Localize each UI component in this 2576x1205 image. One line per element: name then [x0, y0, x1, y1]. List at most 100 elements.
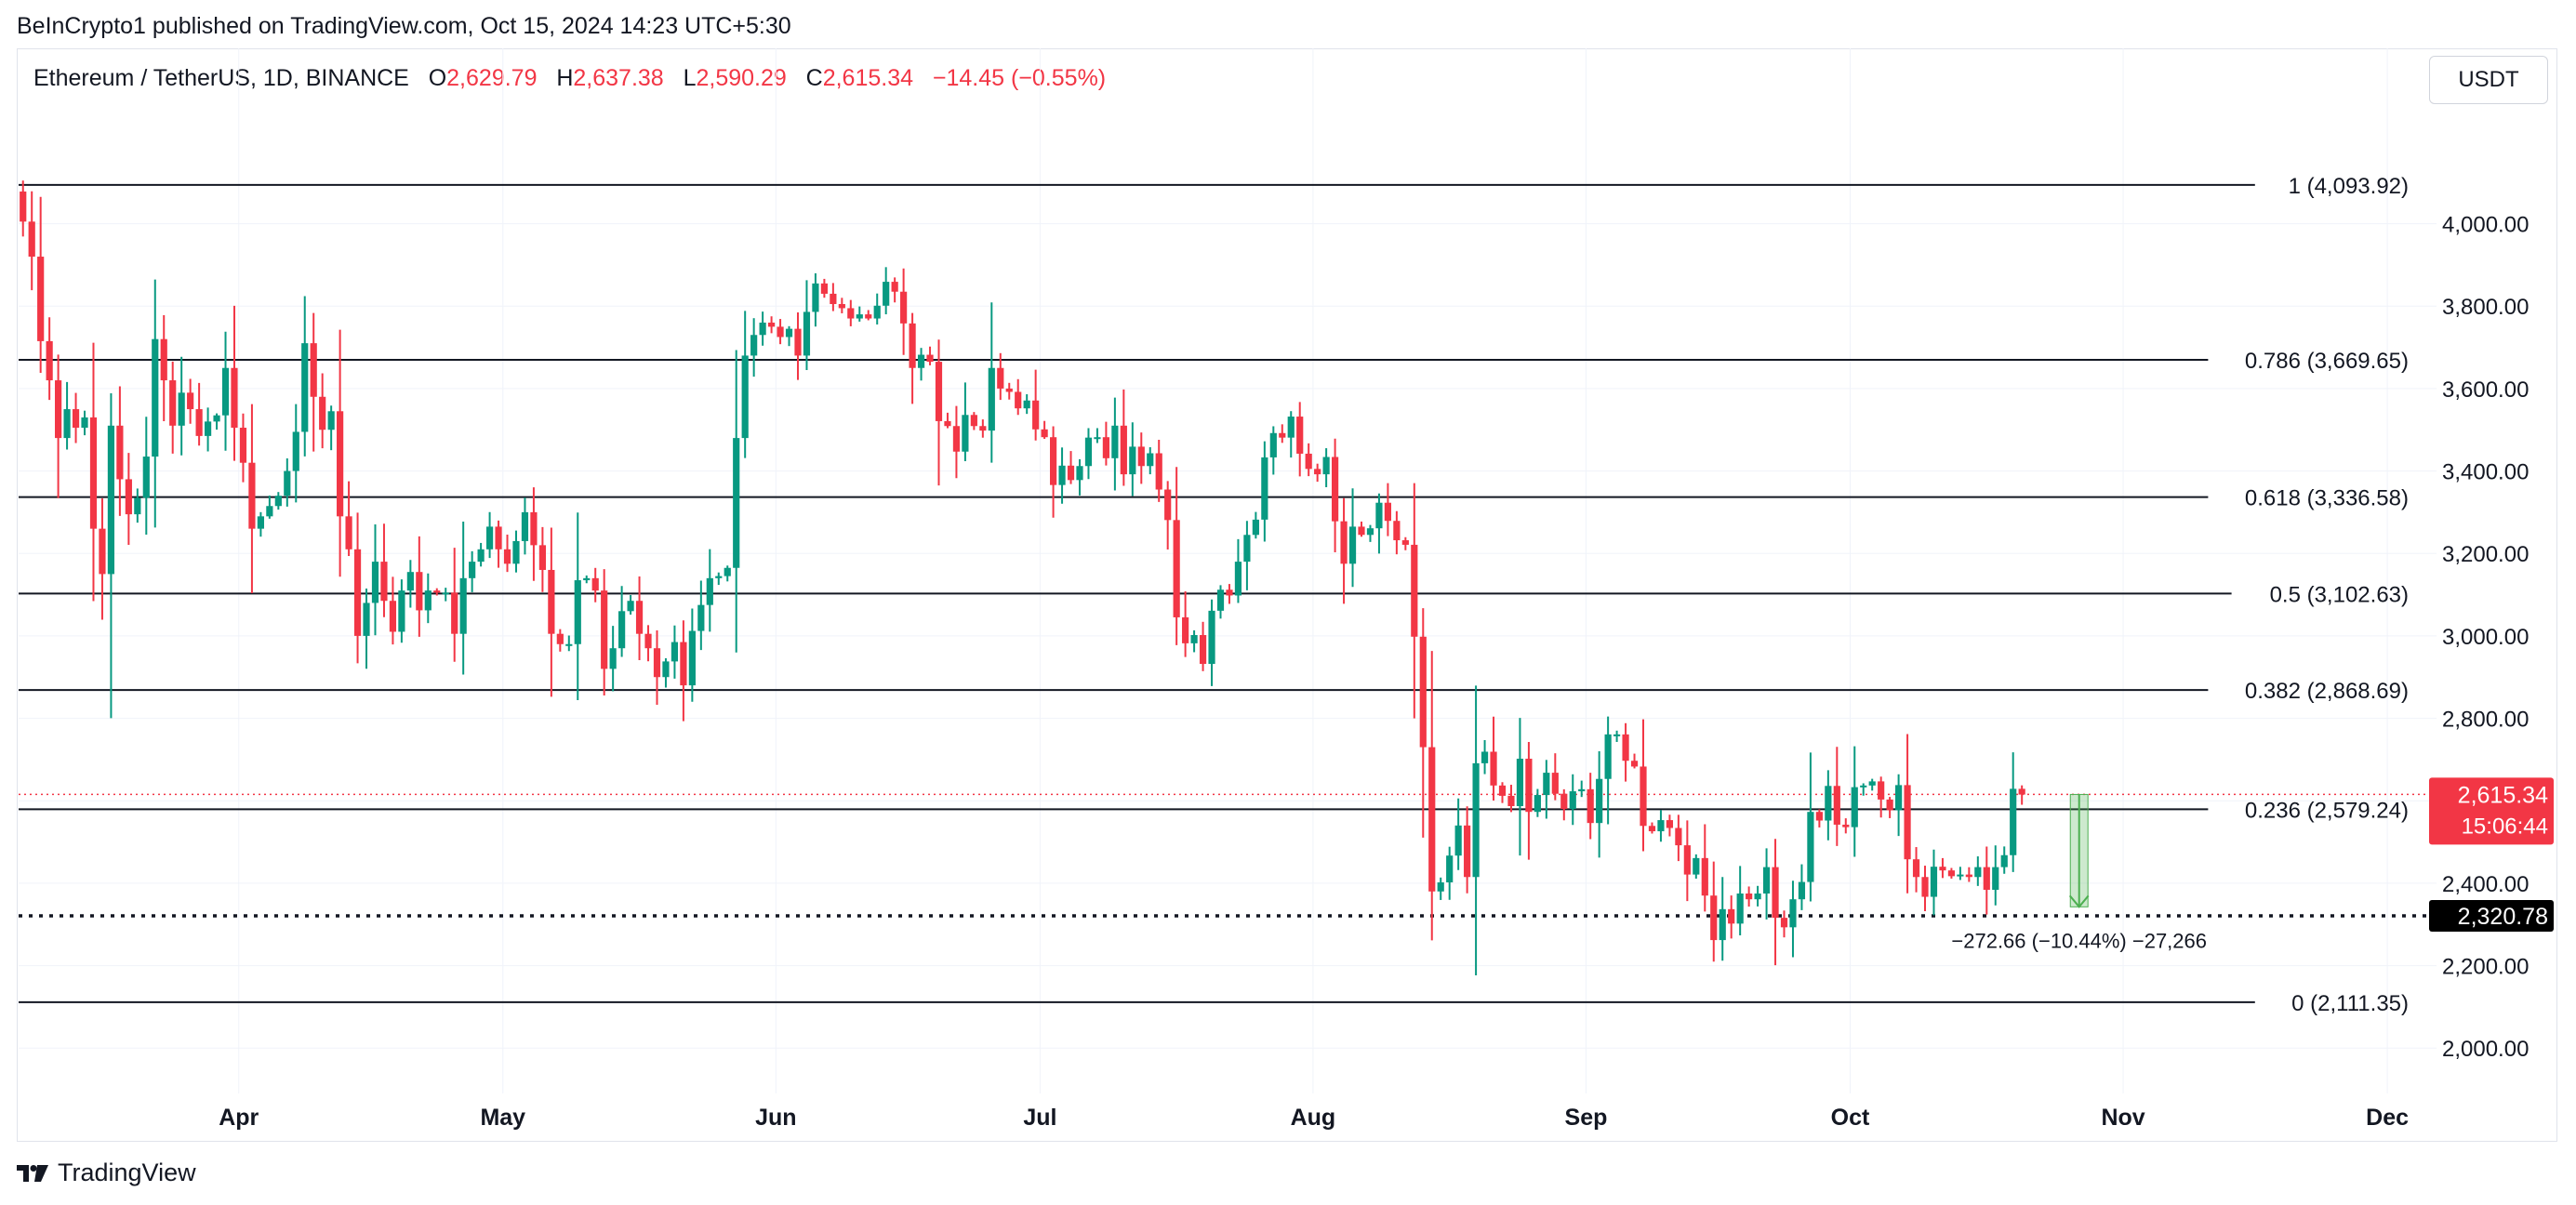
candle-body	[1384, 502, 1392, 522]
candle-body	[1401, 540, 1409, 545]
candle-body	[266, 506, 273, 517]
candle-body	[1164, 489, 1172, 521]
candle-body	[1939, 867, 1946, 871]
candle-body	[926, 354, 934, 363]
candle-body	[213, 415, 220, 422]
close-value: 2,615.34	[822, 65, 914, 91]
candle-body	[671, 642, 679, 662]
candle-body	[63, 409, 71, 439]
candle-body	[1983, 867, 1990, 890]
candle-body	[635, 601, 644, 634]
candle-body	[556, 633, 564, 644]
candle-body	[239, 428, 247, 463]
candle-body	[169, 380, 177, 426]
candle-body	[1534, 795, 1541, 813]
candle-body	[1182, 616, 1189, 643]
candle-body	[72, 409, 80, 429]
candle-body	[1067, 465, 1075, 481]
candle-body	[1393, 521, 1401, 541]
candle-body	[1886, 799, 1893, 811]
candle-body	[1058, 465, 1066, 485]
y-tick-label: 2,800.00	[2442, 708, 2529, 733]
currency-button[interactable]: USDT	[2429, 56, 2548, 104]
candle-body	[1446, 855, 1454, 883]
candle-body	[1243, 535, 1251, 563]
candle-body	[759, 322, 766, 336]
candle-body	[1904, 785, 1911, 860]
low-label: L	[683, 65, 697, 91]
candle-body	[416, 572, 423, 611]
candle-body	[935, 362, 943, 421]
candle-body	[1269, 432, 1277, 457]
candle-body	[1428, 747, 1436, 892]
y-tick-label: 3,000.00	[2442, 625, 2529, 650]
candle-body	[1023, 400, 1030, 409]
candle-body	[1648, 826, 1656, 832]
y-tick-label: 4,000.00	[2442, 213, 2529, 238]
candle-body	[1622, 734, 1629, 761]
footer-brand: TradingView	[58, 1159, 196, 1186]
measure-label: −272.66 (−10.44%) −27,266	[1951, 929, 2207, 952]
candle-body	[521, 511, 529, 541]
y-tick-label: 3,400.00	[2442, 460, 2529, 485]
candle-body	[1693, 857, 1700, 875]
candle-body	[398, 590, 405, 632]
candle-body	[1111, 425, 1119, 458]
candle-body	[2018, 788, 2025, 795]
tradingview-logo-icon	[17, 1164, 48, 1182]
candle-body	[1974, 867, 1982, 878]
candle-body	[1005, 388, 1013, 392]
candle-body	[1208, 610, 1215, 665]
fib-level-label: 0.5 (3,102.63)	[2270, 582, 2409, 607]
y-tick-label: 2,000.00	[2442, 1037, 2529, 1062]
candle-body	[1516, 759, 1524, 806]
candle-body	[459, 577, 467, 634]
candle-body	[750, 335, 758, 356]
candle-body	[248, 462, 256, 529]
candle-body	[979, 426, 987, 431]
candle-body	[900, 291, 908, 324]
candle-body	[1947, 870, 1956, 877]
candle-body	[856, 314, 863, 319]
candle-body	[380, 562, 388, 602]
candle-body	[301, 343, 309, 432]
fib-level-label: 1 (4,093.92)	[2289, 174, 2409, 199]
candle-body	[1895, 785, 1903, 811]
candle-body	[204, 421, 212, 436]
candle-body	[548, 569, 555, 634]
candle-body	[1701, 857, 1708, 896]
candle-body	[1498, 785, 1507, 796]
candle-body	[142, 457, 150, 498]
published-line: BeInCrypto1 published on TradingView.com…	[17, 13, 791, 39]
close-label: C	[805, 65, 823, 91]
candle-body	[865, 314, 872, 319]
candle-body	[1543, 773, 1550, 796]
candle-body	[116, 425, 124, 480]
candle-body	[107, 425, 115, 575]
fib-level-label: 0.618 (3,336.58)	[2245, 486, 2409, 511]
candle-body	[2010, 788, 2017, 855]
candle-body	[1736, 893, 1744, 924]
candle-body	[1120, 425, 1127, 475]
candle-body	[1226, 589, 1233, 596]
candle-body	[353, 549, 362, 636]
candle-body	[1930, 867, 1938, 897]
candle-body	[1992, 867, 1999, 890]
candle-body	[363, 602, 370, 636]
candle-body	[601, 590, 608, 669]
candle-body	[1921, 877, 1929, 897]
candle-body	[257, 516, 264, 529]
candle-body	[442, 592, 449, 595]
candle-body	[1569, 791, 1576, 810]
candle-body	[274, 496, 282, 507]
candle-body	[873, 305, 881, 319]
candle-body	[81, 417, 88, 429]
y-tick-label: 3,800.00	[2442, 295, 2529, 320]
candle-body	[1261, 457, 1268, 520]
low-value: 2,590.29	[696, 65, 787, 91]
candle-body	[433, 590, 441, 593]
candle-body	[1287, 417, 1295, 438]
candle-body	[195, 409, 203, 436]
candle-body	[1252, 519, 1259, 536]
